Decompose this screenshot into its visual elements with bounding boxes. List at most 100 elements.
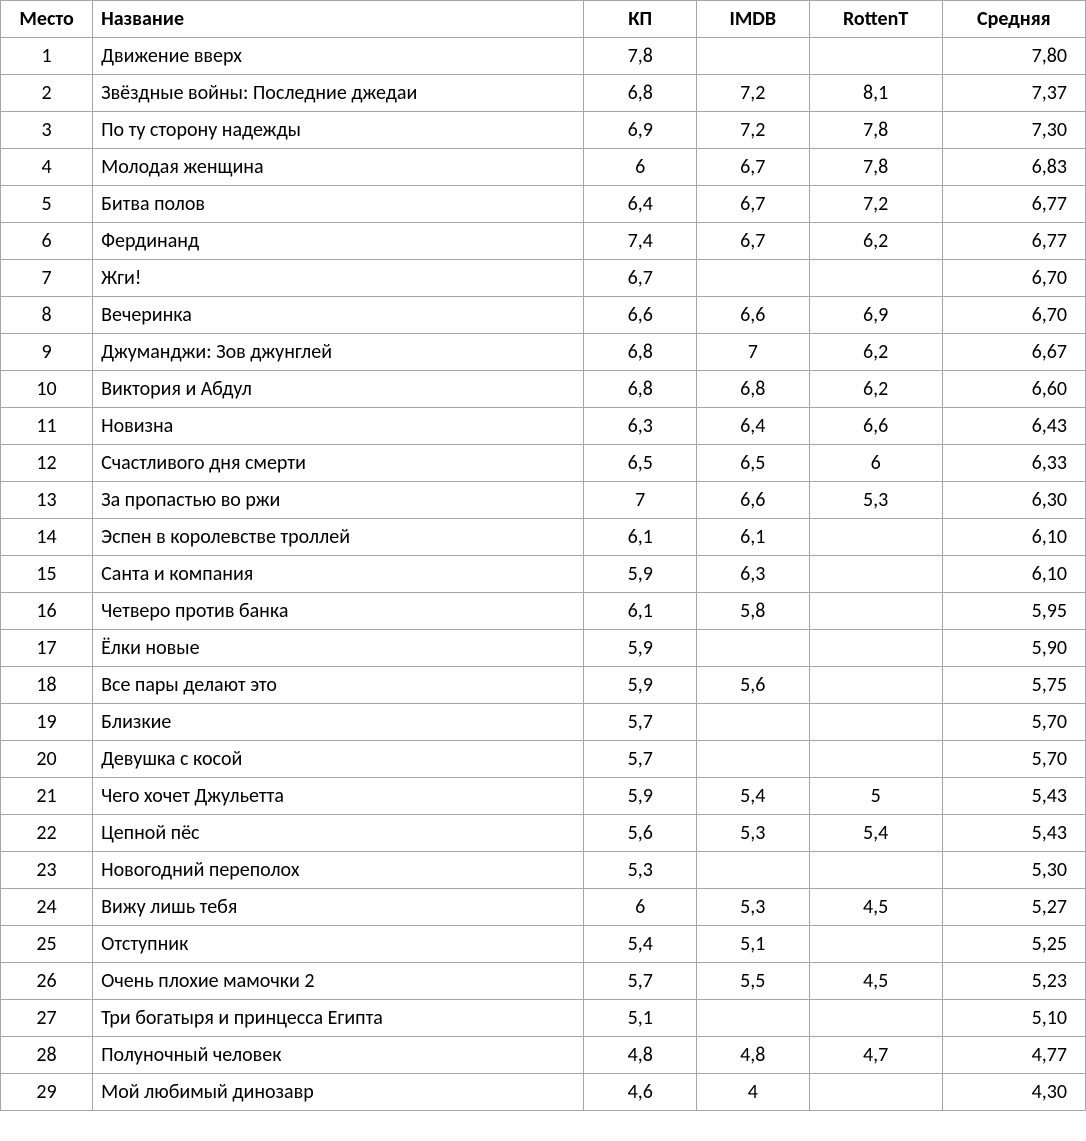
cell-title: Четверо против банка — [93, 593, 584, 630]
cell-rt — [809, 704, 942, 741]
cell-avg: 5,25 — [942, 926, 1085, 963]
cell-rt: 6,9 — [809, 297, 942, 334]
cell-avg: 5,90 — [942, 630, 1085, 667]
table-row: 23Новогодний переполох5,35,30 — [1, 852, 1086, 889]
cell-imdb: 6,5 — [697, 445, 810, 482]
cell-rank: 8 — [1, 297, 93, 334]
cell-title: Вечеринка — [93, 297, 584, 334]
cell-avg: 5,30 — [942, 852, 1085, 889]
cell-rank: 9 — [1, 334, 93, 371]
table-row: 10Виктория и Абдул6,86,86,26,60 — [1, 371, 1086, 408]
table-row: 17Ёлки новые5,95,90 — [1, 630, 1086, 667]
cell-imdb: 5,1 — [697, 926, 810, 963]
cell-imdb: 7,2 — [697, 75, 810, 112]
cell-avg: 5,75 — [942, 667, 1085, 704]
cell-avg: 5,70 — [942, 704, 1085, 741]
cell-rt — [809, 38, 942, 75]
cell-title: Новогодний переполох — [93, 852, 584, 889]
table-row: 27Три богатыря и принцесса Египта5,15,10 — [1, 1000, 1086, 1037]
cell-imdb: 6,8 — [697, 371, 810, 408]
cell-imdb: 4,8 — [697, 1037, 810, 1074]
cell-rt: 6 — [809, 445, 942, 482]
cell-title: Молодая женщина — [93, 149, 584, 186]
cell-avg: 7,37 — [942, 75, 1085, 112]
cell-avg: 6,10 — [942, 556, 1085, 593]
table-row: 26Очень плохие мамочки 25,75,54,55,23 — [1, 963, 1086, 1000]
cell-title: Новизна — [93, 408, 584, 445]
cell-rank: 11 — [1, 408, 93, 445]
table-row: 12Счастливого дня смерти6,56,566,33 — [1, 445, 1086, 482]
cell-title: Отступник — [93, 926, 584, 963]
cell-imdb — [697, 741, 810, 778]
table-row: 5Битва полов6,46,77,26,77 — [1, 186, 1086, 223]
table-row: 3По ту сторону надежды6,97,27,87,30 — [1, 112, 1086, 149]
cell-imdb: 5,4 — [697, 778, 810, 815]
table-row: 13За пропастью во ржи76,65,36,30 — [1, 482, 1086, 519]
cell-kp: 6,7 — [584, 260, 697, 297]
cell-imdb: 6,7 — [697, 186, 810, 223]
col-kp: КП — [584, 1, 697, 38]
cell-rank: 23 — [1, 852, 93, 889]
cell-title: Три богатыря и принцесса Египта — [93, 1000, 584, 1037]
cell-title: Эспен в королевстве троллей — [93, 519, 584, 556]
cell-kp: 6 — [584, 149, 697, 186]
table-row: 2Звёздные войны: Последние джедаи6,87,28… — [1, 75, 1086, 112]
cell-kp: 5,9 — [584, 556, 697, 593]
table-row: 9Джуманджи: Зов джунглей6,876,26,67 — [1, 334, 1086, 371]
cell-rank: 15 — [1, 556, 93, 593]
cell-avg: 5,95 — [942, 593, 1085, 630]
table-row: 22Цепной пёс5,65,35,45,43 — [1, 815, 1086, 852]
cell-imdb: 7,2 — [697, 112, 810, 149]
cell-rt: 4,5 — [809, 963, 942, 1000]
cell-title: Все пары делают это — [93, 667, 584, 704]
cell-rt — [809, 593, 942, 630]
cell-rt — [809, 852, 942, 889]
cell-rt: 5,3 — [809, 482, 942, 519]
cell-avg: 6,70 — [942, 297, 1085, 334]
cell-title: Звёздные войны: Последние джедаи — [93, 75, 584, 112]
cell-rt: 6,2 — [809, 223, 942, 260]
cell-rank: 28 — [1, 1037, 93, 1074]
cell-rt: 5 — [809, 778, 942, 815]
cell-imdb: 6,7 — [697, 149, 810, 186]
cell-title: Близкие — [93, 704, 584, 741]
cell-rank: 13 — [1, 482, 93, 519]
cell-title: По ту сторону надежды — [93, 112, 584, 149]
cell-avg: 4,30 — [942, 1074, 1085, 1111]
cell-avg: 5,10 — [942, 1000, 1085, 1037]
cell-kp: 5,6 — [584, 815, 697, 852]
cell-kp: 6,1 — [584, 519, 697, 556]
table-row: 7Жги!6,76,70 — [1, 260, 1086, 297]
cell-rt: 7,8 — [809, 149, 942, 186]
cell-kp: 6,5 — [584, 445, 697, 482]
col-avg: Средняя — [942, 1, 1085, 38]
cell-kp: 6,8 — [584, 334, 697, 371]
cell-kp: 5,9 — [584, 778, 697, 815]
cell-imdb: 6,6 — [697, 482, 810, 519]
cell-rank: 5 — [1, 186, 93, 223]
cell-imdb — [697, 1000, 810, 1037]
cell-rt — [809, 260, 942, 297]
cell-rt: 5,4 — [809, 815, 942, 852]
cell-rt — [809, 667, 942, 704]
cell-rank: 19 — [1, 704, 93, 741]
cell-rt: 8,1 — [809, 75, 942, 112]
cell-kp: 5,7 — [584, 704, 697, 741]
table-row: 4Молодая женщина66,77,86,83 — [1, 149, 1086, 186]
cell-title: Жги! — [93, 260, 584, 297]
cell-rt — [809, 1000, 942, 1037]
table-row: 19Близкие5,7 5,70 — [1, 704, 1086, 741]
cell-imdb — [697, 630, 810, 667]
ratings-table: Место Название КП IMDB RottenT Средняя 1… — [0, 0, 1086, 1111]
cell-title: Полуночный человек — [93, 1037, 584, 1074]
table-row: 16Четверо против банка6,15,85,95 — [1, 593, 1086, 630]
cell-kp: 4,6 — [584, 1074, 697, 1111]
cell-imdb — [697, 38, 810, 75]
cell-title: Виктория и Абдул — [93, 371, 584, 408]
table-header-row: Место Название КП IMDB RottenT Средняя — [1, 1, 1086, 38]
cell-kp: 7,8 — [584, 38, 697, 75]
cell-avg: 6,33 — [942, 445, 1085, 482]
cell-avg: 6,70 — [942, 260, 1085, 297]
cell-kp: 6,8 — [584, 371, 697, 408]
cell-avg: 6,67 — [942, 334, 1085, 371]
